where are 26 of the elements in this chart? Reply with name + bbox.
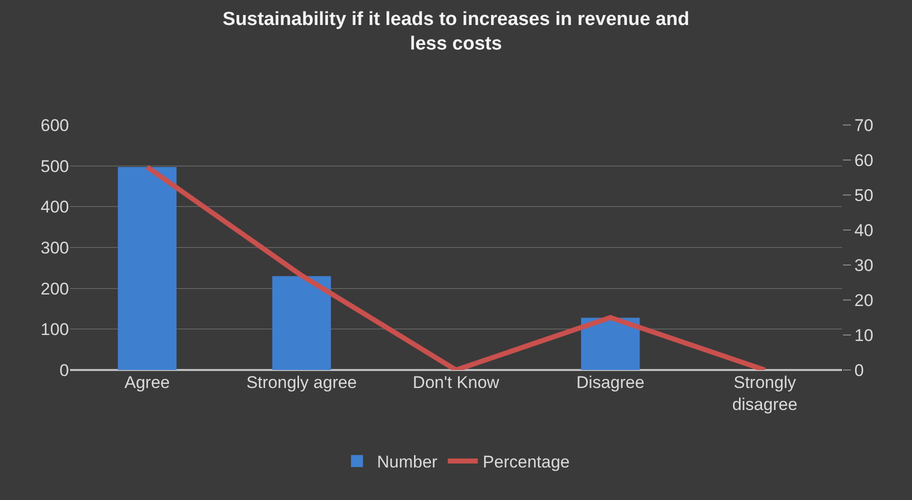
legend-label: Percentage (482, 452, 570, 472)
y-tick-label: 400 (40, 198, 69, 217)
y2-tick-label: 10 (854, 326, 874, 345)
chart-title: Sustainability if it leads to increases in revenue and less costs (222, 9, 690, 55)
y2-tick-label: 60 (854, 150, 874, 170)
bar (272, 276, 331, 370)
y-tick-label: 0 (60, 360, 69, 380)
y-tick-label: 500 (40, 156, 69, 176)
y2-tick-label: 40 (854, 220, 874, 240)
x-tick-label: Don't Know (412, 373, 500, 392)
y2-tick-label: 0 (854, 360, 864, 380)
legend-label: Number (377, 452, 438, 472)
y-tick-label: 600 (40, 116, 69, 135)
y2-tick-label: 20 (854, 290, 874, 310)
y2-tick-label: 70 (854, 116, 874, 135)
y2-tick-label: 30 (854, 256, 874, 275)
y2-tick-label: 50 (854, 186, 874, 205)
y-tick-label: 300 (40, 238, 69, 258)
bar (118, 167, 177, 370)
y-tick-label: 200 (40, 279, 69, 298)
x-tick-label: Strongly disagree (732, 373, 798, 414)
x-tick-label: Disagree (576, 373, 644, 392)
y-tick-label: 100 (40, 320, 69, 340)
bar (581, 318, 640, 370)
x-tick-label: Strongly agree (246, 373, 357, 392)
x-tick-label: Agree (124, 373, 170, 392)
